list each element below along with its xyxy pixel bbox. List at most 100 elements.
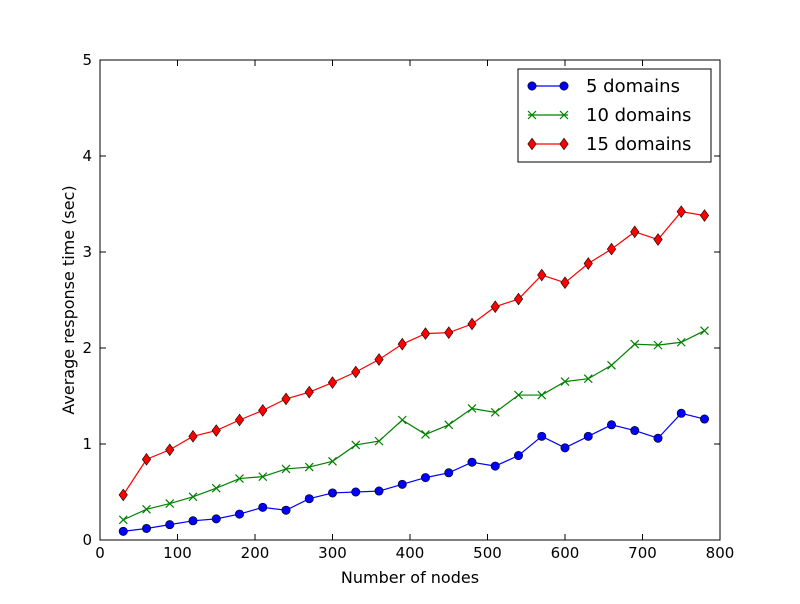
y-tick-label: 5 — [82, 51, 92, 69]
data-point-s1-8 — [281, 505, 291, 515]
data-point-s2-11 — [351, 440, 361, 450]
data-point-s2-21 — [583, 374, 593, 384]
x-axis-label: Number of nodes — [341, 568, 479, 587]
data-point-s1-2 — [142, 523, 152, 533]
data-point-s2-26 — [700, 326, 709, 336]
data-point-s2-14 — [421, 429, 430, 439]
data-point-s1-25 — [676, 408, 686, 418]
data-point-s3-19 — [537, 268, 547, 282]
data-point-s3-16 — [467, 317, 477, 331]
legend-marker-2-b — [559, 110, 569, 120]
x-tick-label: 200 — [241, 544, 270, 562]
legend-marker-3-b — [559, 137, 569, 151]
data-point-s3-8 — [281, 392, 291, 406]
plot-area: 0 100 200 300 400 500 600 700 800 0 1 2 3 4 5 — [82, 51, 734, 562]
data-point-s3-17 — [490, 300, 500, 314]
x-tick-label: 0 — [95, 544, 105, 562]
data-point-s3-12 — [374, 353, 384, 366]
data-point-s2-9 — [304, 462, 314, 472]
data-point-s3-18 — [513, 292, 524, 306]
x-tick-label: 600 — [551, 544, 580, 562]
data-point-s1-15 — [444, 468, 454, 478]
data-point-s2-3 — [165, 499, 175, 508]
legend: 5 domains 10 domains 15 domains — [517, 68, 712, 163]
data-point-s2-6 — [235, 474, 244, 483]
data-point-s2-20 — [560, 377, 570, 387]
data-point-s2-2 — [142, 504, 151, 514]
y-tick-label: 4 — [82, 147, 92, 165]
data-point-s1-5 — [211, 514, 221, 524]
data-point-s3-20 — [560, 276, 570, 290]
legend-label: 10 domains — [586, 105, 691, 126]
data-point-s2-22 — [607, 360, 616, 370]
data-point-s2-23 — [630, 339, 640, 349]
x-tick-label: 100 — [163, 544, 192, 562]
x-tick-label: 700 — [628, 544, 657, 562]
y-tick-label: 2 — [82, 339, 92, 357]
data-point-s3-9 — [304, 385, 314, 399]
data-point-s3-5 — [211, 424, 221, 437]
legend-marker-2-a — [527, 110, 537, 120]
data-point-s1-11 — [351, 487, 361, 497]
data-point-s2-5 — [211, 483, 221, 493]
data-point-s3-1 — [118, 488, 128, 502]
data-point-s1-22 — [606, 420, 616, 430]
legend-label: 15 domains — [586, 134, 691, 155]
legend-label: 5 domains — [586, 76, 680, 97]
data-point-s3-24 — [653, 233, 663, 246]
data-point-s3-21 — [583, 257, 593, 270]
data-point-s2-8 — [281, 464, 291, 474]
data-point-s1-19 — [537, 431, 547, 441]
data-point-s2-13 — [397, 415, 407, 425]
data-point-s1-21 — [583, 431, 593, 441]
data-point-s1-13 — [397, 479, 407, 489]
data-point-s2-15 — [444, 420, 454, 430]
series-line-1 — [123, 412, 705, 532]
data-point-s2-16 — [467, 404, 477, 413]
y-tick-label: 0 — [82, 531, 92, 549]
data-point-s3-26 — [699, 209, 710, 222]
data-point-s1-18 — [513, 451, 523, 461]
data-point-s3-25 — [676, 205, 686, 218]
data-point-s2-18 — [514, 390, 523, 400]
data-point-s3-7 — [258, 404, 268, 417]
data-point-s2-10 — [328, 456, 337, 466]
legend-marker-3-a — [527, 137, 537, 151]
data-point-s3-15 — [444, 326, 454, 339]
data-point-s3-6 — [234, 413, 245, 427]
data-point-s1-7 — [258, 502, 268, 512]
data-point-s2-24 — [653, 340, 663, 350]
data-point-s1-17 — [490, 461, 500, 471]
data-point-s1-9 — [304, 494, 314, 504]
legend-marker-1-b — [559, 81, 569, 91]
x-tick-label: 400 — [396, 544, 425, 562]
data-point-s3-13 — [397, 337, 407, 351]
data-point-s3-11 — [351, 365, 361, 379]
data-point-s3-3 — [165, 443, 175, 457]
data-point-s1-1 — [118, 526, 128, 536]
x-tick-label: 800 — [706, 544, 735, 562]
data-point-s2-25 — [676, 337, 686, 347]
series-line-3 — [122, 211, 705, 496]
data-point-s1-14 — [420, 473, 430, 483]
data-point-s2-1 — [118, 515, 128, 525]
data-point-s2-7 — [258, 472, 268, 482]
data-point-s1-26 — [699, 414, 709, 424]
y-tick-label: 1 — [82, 435, 92, 453]
data-point-s1-23 — [630, 426, 640, 436]
data-point-s2-19 — [537, 390, 547, 400]
y-tick-label: 3 — [82, 243, 92, 261]
data-point-s3-4 — [188, 430, 198, 443]
data-point-s3-22 — [606, 242, 617, 256]
data-point-s3-14 — [420, 327, 431, 340]
data-point-s3-23 — [630, 225, 640, 239]
data-point-s1-16 — [467, 457, 477, 467]
data-point-s1-10 — [327, 488, 337, 498]
data-point-s1-3 — [165, 520, 175, 530]
data-point-s2-4 — [188, 492, 198, 502]
data-point-s3-10 — [327, 376, 338, 389]
legend-marker-1-a — [527, 81, 537, 91]
data-point-s1-6 — [235, 509, 245, 519]
